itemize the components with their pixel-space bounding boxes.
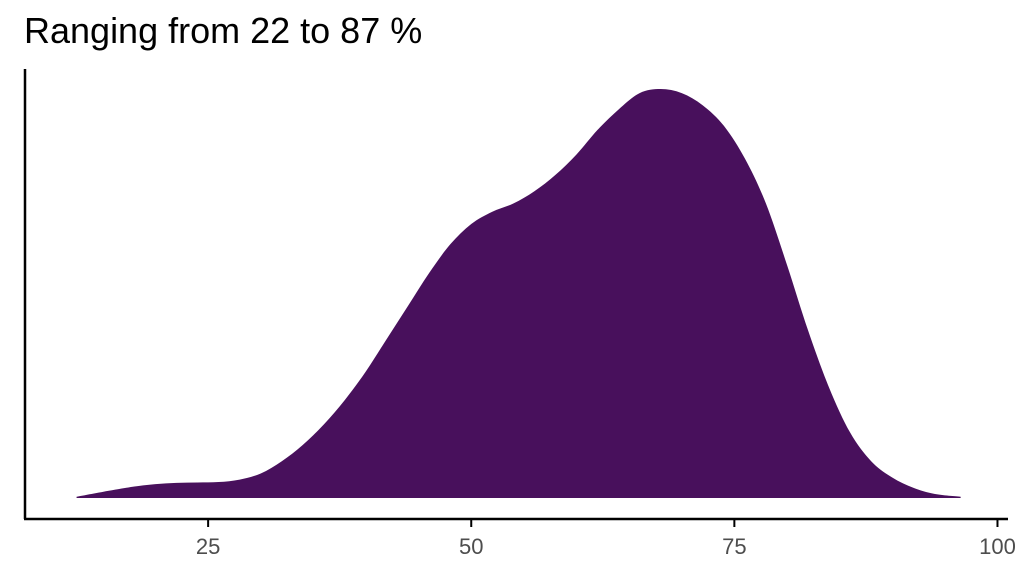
chart-title: Ranging from 22 to 87 % <box>24 10 423 51</box>
x-tick-label: 100 <box>979 534 1016 559</box>
x-tick-label: 75 <box>722 534 746 559</box>
x-tick-label: 50 <box>459 534 483 559</box>
density-area <box>76 89 961 498</box>
x-axis-ticks: 25 50 75 100 <box>196 519 1016 559</box>
x-tick-label: 25 <box>196 534 220 559</box>
